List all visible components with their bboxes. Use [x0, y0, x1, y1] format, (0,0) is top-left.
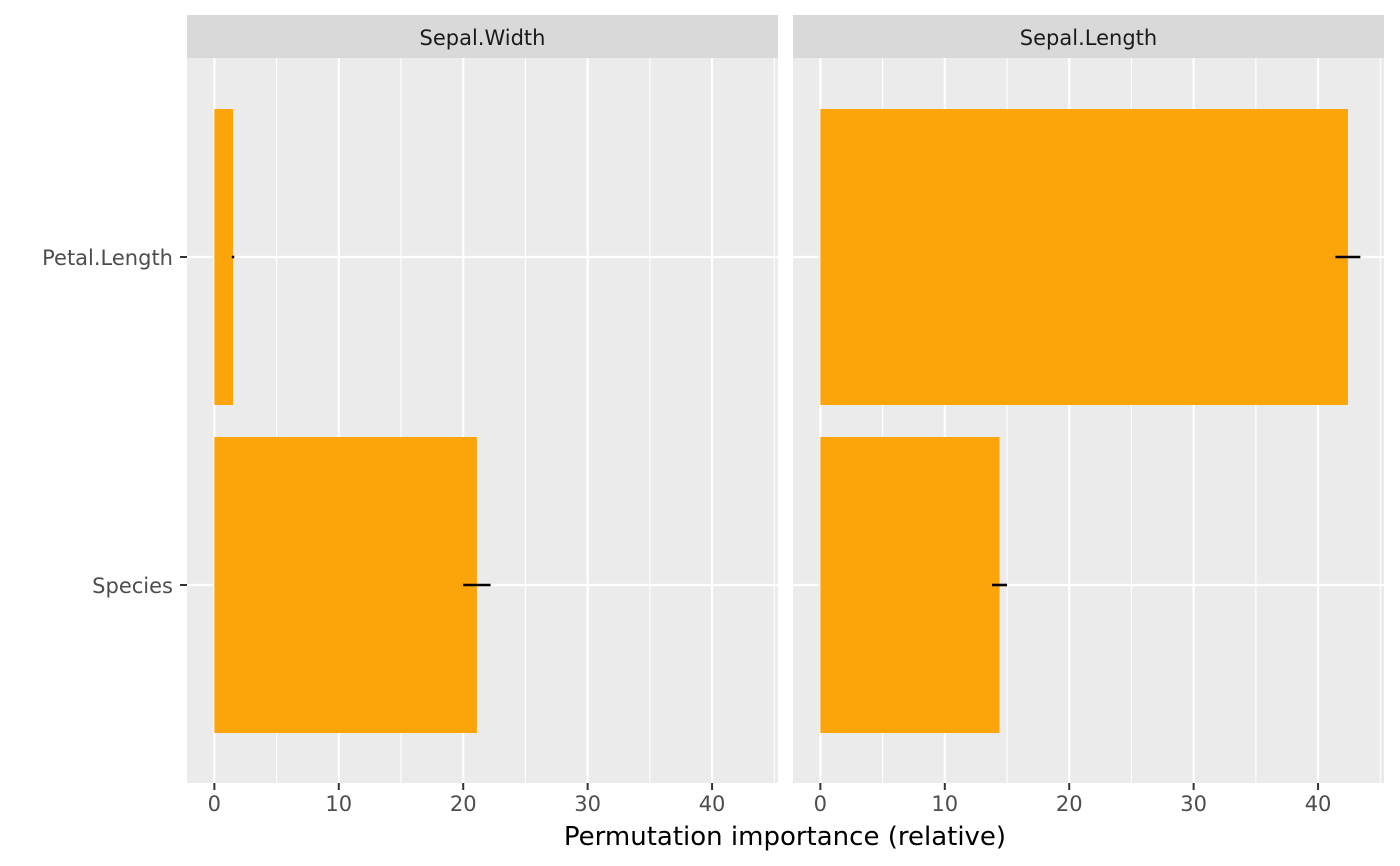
y-tick-label: Species — [92, 574, 173, 598]
x-tick-label: 20 — [450, 792, 477, 816]
facet-strip — [793, 15, 1384, 58]
x-axis-title: Permutation importance (relative) — [564, 822, 1006, 852]
bar — [820, 437, 1000, 733]
y-tick-label: Petal.Length — [42, 246, 173, 270]
x-tick-label: 0 — [814, 792, 827, 816]
x-tick-label: 40 — [1305, 792, 1332, 816]
bar — [820, 109, 1348, 405]
facet-strip — [187, 15, 778, 58]
x-tick-label: 10 — [325, 792, 352, 816]
x-tick-label: 40 — [699, 792, 726, 816]
x-tick-label: 10 — [931, 792, 958, 816]
x-tick-label: 0 — [208, 792, 221, 816]
facet-strip-label: Sepal.Width — [420, 26, 546, 50]
bar — [214, 437, 477, 733]
x-tick-label: 20 — [1056, 792, 1083, 816]
bar — [214, 109, 234, 405]
facet-strip-label: Sepal.Length — [1020, 26, 1157, 50]
x-tick-label: 30 — [574, 792, 601, 816]
x-tick-label: 30 — [1180, 792, 1207, 816]
